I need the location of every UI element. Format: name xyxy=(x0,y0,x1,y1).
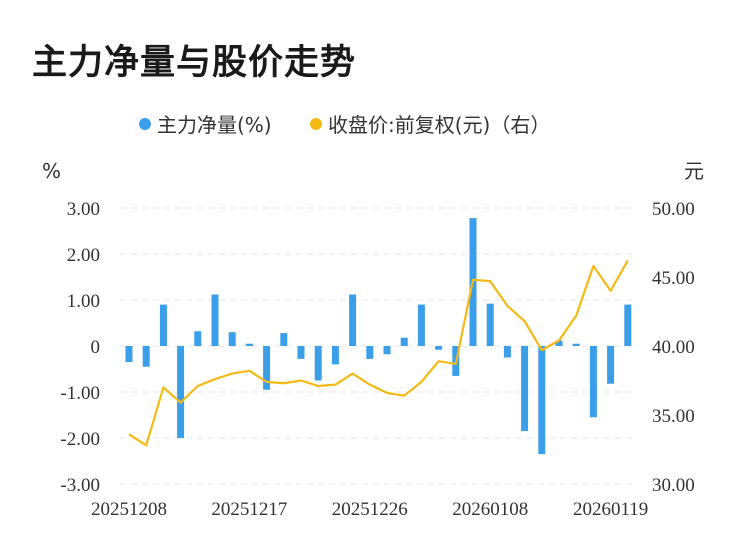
bar xyxy=(263,346,271,390)
bar xyxy=(383,346,391,355)
bar xyxy=(572,343,580,346)
right-tick-label: 50.00 xyxy=(652,199,695,220)
right-tick-label: 30.00 xyxy=(652,475,695,496)
bar xyxy=(228,332,236,346)
left-tick-label: 3.00 xyxy=(67,199,100,220)
bar xyxy=(589,346,597,418)
bar xyxy=(314,346,322,381)
bar xyxy=(486,303,494,346)
left-tick-label: 2.00 xyxy=(67,245,100,266)
x-tick-label: 20251217 xyxy=(211,499,287,520)
bar xyxy=(331,346,339,365)
right-tick-label: 40.00 xyxy=(652,337,695,358)
left-tick-label: 0 xyxy=(91,337,101,358)
bar xyxy=(435,346,443,350)
bar xyxy=(142,346,150,367)
chart-title: 主力净量与股价走势 xyxy=(32,43,357,83)
bar xyxy=(503,346,511,358)
left-axis-unit: % xyxy=(42,159,61,183)
bar xyxy=(297,346,305,359)
bar xyxy=(417,304,425,346)
price-line xyxy=(128,259,629,447)
x-tick-label: 20260119 xyxy=(573,499,648,520)
left-tick-label: -1.00 xyxy=(60,383,100,404)
bar xyxy=(366,346,374,359)
bar xyxy=(159,304,167,346)
bar xyxy=(211,294,219,346)
right-axis: 50.00 45.00 40.00 35.00 30.00 xyxy=(652,199,695,496)
right-tick-label: 45.00 xyxy=(652,268,695,289)
legend: 主力净量(%) 收盘价:前复权(元)（右） xyxy=(139,113,550,137)
bar xyxy=(538,346,546,455)
x-axis: 20251208 20251217 20251226 20260108 20260119 xyxy=(91,499,648,520)
left-tick-label: -2.00 xyxy=(60,429,100,450)
left-tick-label: 1.00 xyxy=(67,291,100,312)
line-series xyxy=(128,259,629,447)
bar xyxy=(349,294,357,346)
bar xyxy=(521,346,529,432)
bar xyxy=(624,304,632,346)
left-tick-label: -3.00 xyxy=(60,475,100,496)
legend-marker-bar xyxy=(139,118,151,130)
bar xyxy=(607,346,615,384)
bar xyxy=(125,346,133,363)
x-tick-label: 20251226 xyxy=(332,499,408,520)
bar xyxy=(555,340,563,346)
bar xyxy=(280,333,288,346)
right-tick-label: 35.00 xyxy=(652,406,695,427)
legend-label-line: 收盘价:前复权(元)（右） xyxy=(328,113,550,137)
bar xyxy=(245,343,253,346)
right-axis-unit: 元 xyxy=(684,159,704,183)
legend-marker-line xyxy=(310,118,322,130)
bar xyxy=(400,337,408,346)
left-axis: 3.00 2.00 1.00 0 -1.00 -2.00 -3.00 xyxy=(60,199,100,496)
gridlines xyxy=(120,207,632,485)
legend-label-bar: 主力净量(%) xyxy=(157,113,272,137)
bar xyxy=(194,331,202,346)
x-tick-label: 20251208 xyxy=(91,499,167,520)
x-tick-label: 20260108 xyxy=(452,499,528,520)
bar xyxy=(177,346,185,438)
